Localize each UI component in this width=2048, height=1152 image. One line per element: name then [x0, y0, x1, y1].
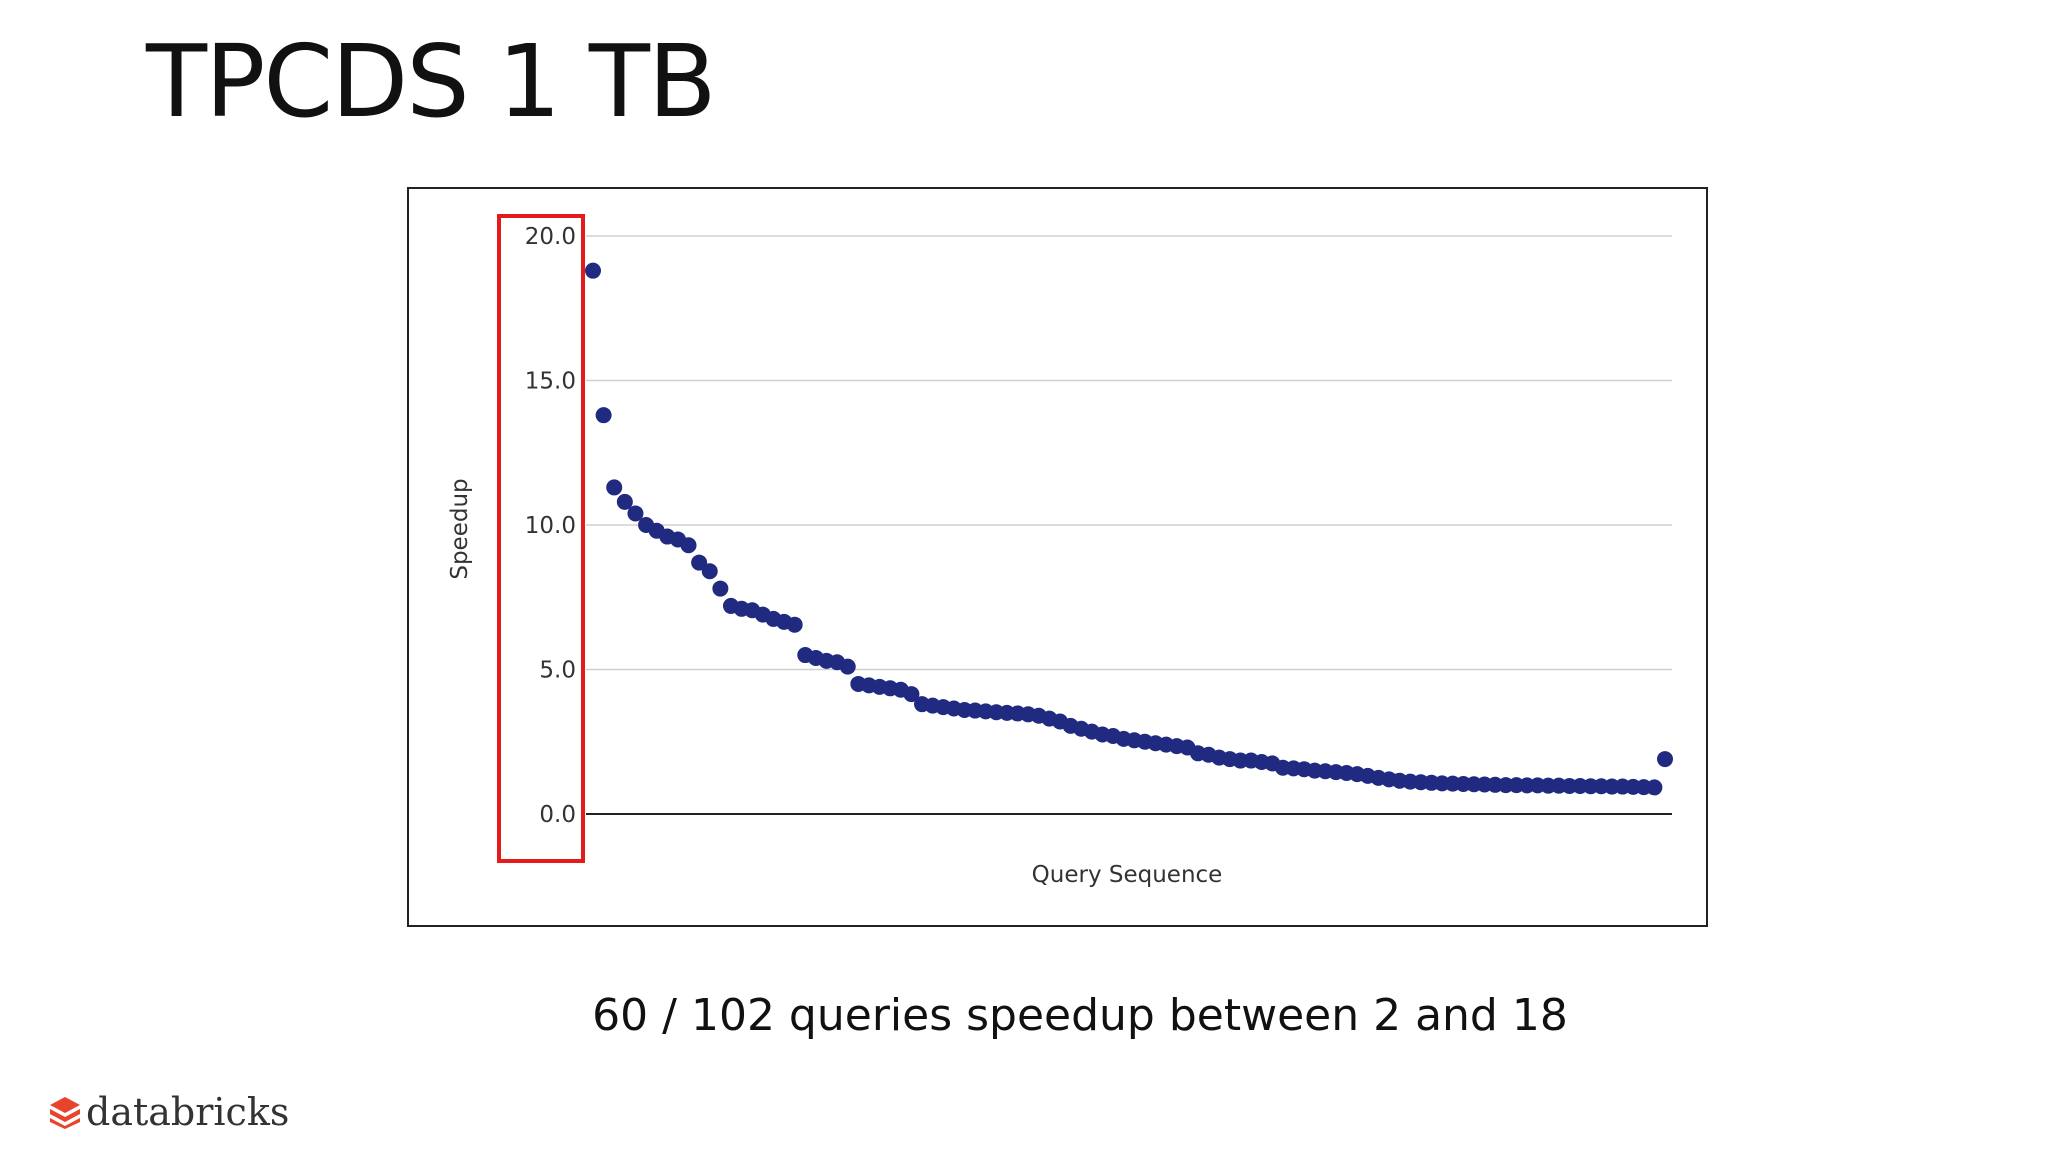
slide-caption: 60 / 102 queries speedup between 2 and 1…: [592, 990, 1568, 1041]
brand-name: databricks: [86, 1090, 290, 1134]
y-tick-label: 20.0: [525, 224, 576, 250]
y-tick-label: 15.0: [525, 369, 576, 395]
speedup-scatter-chart: 0.0 5.0 10.0 15.0 20.0 Query Sequence Speedu…: [447, 214, 1673, 888]
data-point: [627, 505, 644, 522]
data-point: [680, 537, 697, 554]
data-point: [1657, 751, 1673, 768]
x-axis-label: Query Sequence: [1032, 862, 1223, 888]
gridlines: [586, 235, 1672, 815]
y-tick-labels: 0.0 5.0 10.0 15.0 20.0: [525, 224, 576, 828]
y-tick-label: 10.0: [525, 513, 576, 539]
y-tick-label: 0.0: [539, 802, 576, 828]
y-axis-highlight-box: [497, 214, 585, 863]
databricks-stack-icon: [50, 1097, 80, 1129]
data-point: [903, 686, 920, 703]
data-point: [585, 262, 601, 279]
data-point: [691, 554, 708, 571]
data-point: [701, 563, 718, 580]
y-tick-label: 5.0: [539, 658, 576, 684]
data-point: [712, 580, 729, 597]
data-point: [616, 493, 633, 510]
data-points: [585, 262, 1673, 796]
y-axis-label: Speedup: [447, 478, 473, 579]
chart-frame: 0.0 5.0 10.0 15.0 20.0 Query Sequence Speedu…: [407, 187, 1708, 927]
databricks-logo: databricks: [48, 1090, 289, 1134]
data-point: [786, 616, 803, 633]
data-point: [839, 658, 856, 675]
data-point: [595, 407, 612, 424]
data-point: [1646, 779, 1663, 796]
slide-title: TPCDS 1 TB: [146, 23, 717, 140]
data-point: [606, 479, 623, 496]
